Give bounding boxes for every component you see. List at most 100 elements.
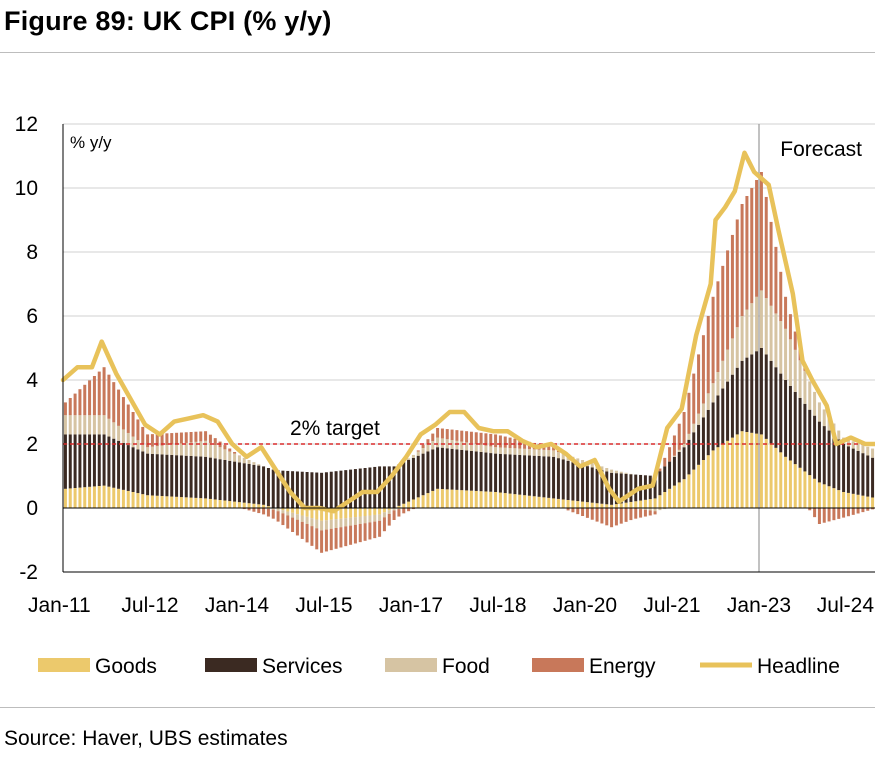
bar-services — [866, 455, 870, 497]
bar-energy — [426, 439, 430, 445]
bar-goods — [745, 432, 749, 508]
bar-goods — [194, 497, 198, 508]
bar-services — [619, 473, 623, 504]
bar-energy — [199, 431, 203, 442]
bar-energy — [837, 508, 841, 519]
bar-goods — [353, 508, 357, 518]
bar-energy — [213, 438, 217, 446]
bar-food — [305, 516, 309, 524]
bar-food — [513, 448, 517, 455]
bar-services — [368, 467, 372, 508]
bar-food — [774, 313, 778, 368]
bar-services — [585, 466, 589, 503]
bar-food — [426, 444, 430, 452]
bar-energy — [334, 528, 338, 549]
bar-services — [102, 434, 106, 486]
bar-food — [498, 447, 502, 454]
bar-energy — [146, 434, 150, 448]
bar-food — [503, 447, 507, 455]
bar-goods — [750, 432, 754, 508]
bar-services — [353, 469, 357, 508]
bar-energy — [63, 402, 67, 416]
bar-food — [136, 440, 140, 450]
bar-services — [73, 434, 77, 488]
bar-food — [552, 450, 556, 457]
bar-goods — [721, 444, 725, 508]
bar-goods — [146, 495, 150, 508]
bar-goods — [803, 471, 807, 508]
bar-goods — [479, 491, 483, 508]
bar-services — [750, 354, 754, 433]
bar-goods — [793, 464, 797, 508]
bar-energy — [68, 398, 72, 416]
bar-food — [474, 444, 478, 452]
bar-energy — [73, 393, 77, 416]
bar-energy — [624, 508, 628, 522]
bar-goods — [817, 482, 821, 508]
bar-energy — [740, 204, 744, 316]
bar-goods — [552, 498, 556, 508]
bar-goods — [682, 479, 686, 508]
bar-food — [556, 452, 560, 459]
bar-goods — [78, 487, 82, 508]
bar-services — [832, 435, 836, 489]
bar-services — [653, 476, 657, 499]
bar-energy — [107, 374, 111, 419]
bar-goods — [590, 502, 594, 508]
bar-goods — [832, 488, 836, 508]
bar-goods — [455, 489, 459, 508]
bar-goods — [629, 501, 633, 508]
legend-swatch-energy — [532, 658, 584, 672]
bar-energy — [83, 384, 87, 416]
bar-food — [387, 510, 391, 514]
bar-food — [793, 349, 797, 392]
bar-energy — [184, 432, 188, 443]
bar-goods — [692, 469, 696, 508]
bar-energy — [291, 517, 295, 532]
bar-goods — [300, 508, 304, 516]
bar-services — [576, 463, 580, 502]
bar-goods — [97, 486, 101, 508]
bar-energy — [508, 437, 512, 448]
bar-goods — [329, 508, 333, 520]
bar-energy — [726, 250, 730, 350]
bar-food — [479, 444, 483, 452]
bar-food — [373, 514, 377, 522]
annotation-layer: 2% target Forecast % y/y — [63, 124, 875, 572]
bar-goods — [344, 508, 348, 519]
bar-services — [276, 470, 280, 508]
bar-energy — [97, 371, 101, 416]
bar-food — [561, 453, 565, 460]
bar-goods — [542, 497, 546, 508]
bar-services — [324, 472, 328, 508]
bar-food — [581, 460, 585, 465]
y-tick-label: 12 — [15, 113, 38, 136]
bar-energy — [692, 373, 696, 424]
bar-energy — [194, 431, 198, 442]
bar-energy — [484, 433, 488, 446]
bar-goods — [537, 496, 541, 508]
headline-line — [60, 150, 875, 514]
bar-services — [440, 447, 444, 490]
bar-services — [629, 474, 633, 502]
bar-food — [759, 290, 763, 348]
bar-energy — [300, 521, 304, 539]
bar-food — [121, 429, 125, 443]
bar-services — [494, 453, 498, 492]
bar-energy — [204, 431, 208, 441]
bar-food — [223, 449, 227, 460]
bar-goods — [262, 504, 266, 508]
bar-goods — [639, 500, 643, 508]
bar-energy — [648, 510, 652, 516]
bar-food — [822, 409, 826, 427]
legend-label-energy: Energy — [589, 655, 656, 678]
bar-services — [784, 380, 788, 457]
bar-food — [692, 423, 696, 433]
bar-goods — [378, 508, 382, 515]
bar-goods — [68, 488, 72, 508]
bar-goods — [634, 501, 638, 508]
bar-services — [837, 439, 841, 491]
bar-goods — [687, 474, 691, 508]
bar-energy — [160, 433, 164, 446]
bar-food — [349, 517, 353, 526]
